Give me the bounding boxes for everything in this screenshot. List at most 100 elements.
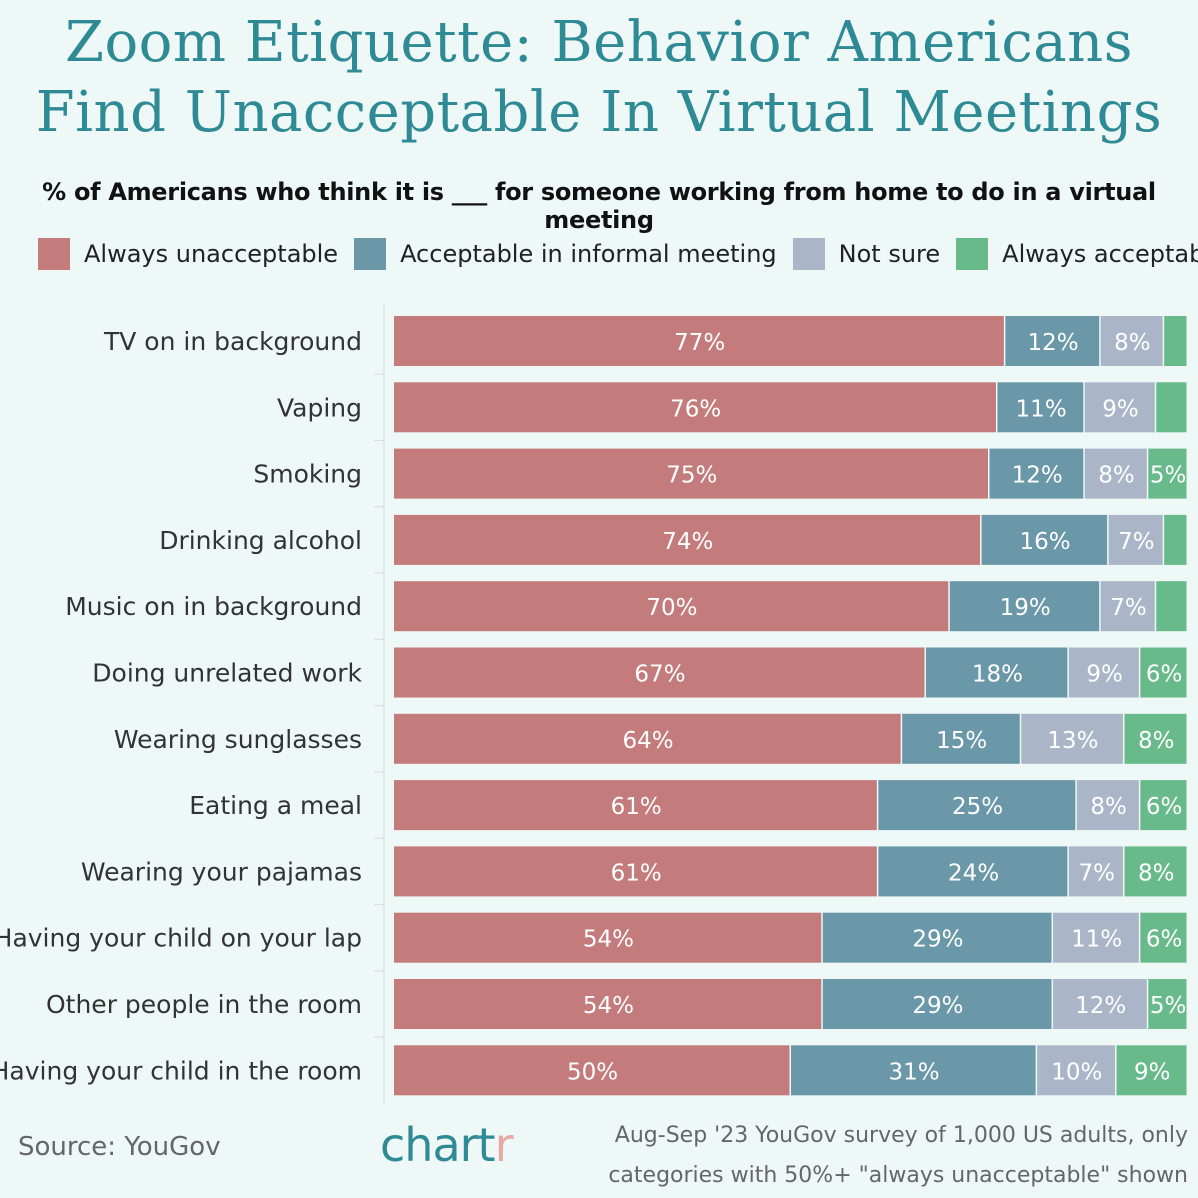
data-label: 12% — [1012, 463, 1063, 489]
bar-row: Drinking alcohol 74% 16% 7% — [159, 514, 1187, 565]
bar-segment — [925, 647, 1068, 698]
data-label: 6% — [1146, 794, 1183, 820]
bar-row: Other people in the room 54% 29% 12% 5% — [46, 979, 1187, 1029]
bar-row: Eating a meal 61% 25% 8% 6% — [189, 780, 1187, 831]
bar-segment — [1108, 514, 1163, 565]
data-label: 11% — [1016, 396, 1067, 422]
data-label: 8% — [1138, 860, 1175, 886]
bar-segment — [394, 581, 949, 632]
bar-segment — [394, 846, 877, 897]
bar-segment — [989, 448, 1084, 499]
data-label: 64% — [623, 728, 674, 754]
bar-row: Having your child in the room 50% 31% 10% 9% — [0, 1045, 1187, 1096]
category-label: Having your child in the room — [0, 1056, 362, 1085]
bar-row: TV on in background 77% 12% 8% — [103, 316, 1187, 366]
data-label: 8% — [1090, 794, 1127, 820]
category-label: Other people in the room — [46, 990, 362, 1019]
bar-segment — [1140, 647, 1187, 698]
bar-row: Music on in background 70% 19% 7% — [65, 581, 1187, 632]
data-label: 8% — [1114, 330, 1151, 356]
bar-segment — [1156, 581, 1187, 632]
data-label: 54% — [583, 993, 634, 1019]
bar-segment — [822, 912, 1052, 963]
category-label: Vaping — [277, 393, 362, 422]
bar-segment — [394, 780, 877, 831]
bar-segment — [394, 448, 988, 499]
bar-segment — [394, 647, 925, 698]
chart-subtitle: % of Americans who think it is ___ for s… — [42, 178, 1156, 234]
bar-segment — [1164, 514, 1187, 565]
logo-accent: r — [494, 1118, 514, 1172]
bar-segment — [878, 780, 1076, 831]
bar-segment — [394, 514, 981, 565]
data-label: 61% — [611, 860, 662, 886]
data-label: 6% — [1146, 927, 1183, 953]
bar-segment — [1037, 1045, 1116, 1096]
bar-segment — [878, 846, 1068, 897]
data-label: 31% — [889, 1059, 940, 1085]
bar-segment — [981, 514, 1108, 565]
bar-row: Wearing your pajamas 61% 24% 7% 8% — [81, 846, 1187, 897]
category-label: Music on in background — [65, 592, 362, 621]
bar-segment — [1053, 912, 1139, 963]
bar-segment — [1100, 581, 1155, 632]
bar-segment — [1053, 979, 1147, 1029]
source-note: Source: YouGov — [18, 1132, 221, 1162]
legend: Always unacceptable Acceptable in inform… — [38, 238, 1198, 270]
legend-swatch — [38, 238, 70, 270]
data-label: 5% — [1150, 993, 1187, 1019]
data-label: 67% — [634, 662, 685, 688]
bar-segment — [1124, 713, 1187, 764]
bar-segment — [1068, 846, 1123, 897]
bar-segment — [394, 979, 822, 1029]
data-label: 5% — [1150, 463, 1187, 489]
category-label: TV on in background — [103, 327, 362, 356]
bar-segment — [394, 713, 901, 764]
bar-segment — [791, 1045, 1036, 1096]
data-label: 9% — [1086, 662, 1123, 688]
bar-segment — [1140, 912, 1187, 963]
legend-label: Always acceptable — [1002, 240, 1198, 268]
legend-label: Always unacceptable — [84, 240, 339, 268]
data-label: 18% — [972, 662, 1023, 688]
bar-row: Doing unrelated work 67% 18% 9% 6% — [92, 647, 1187, 698]
methodology-note: Aug-Sep '23 YouGov survey of 1,000 US ad… — [608, 1116, 1188, 1196]
data-label: 8% — [1098, 463, 1135, 489]
bar-segment — [394, 382, 996, 433]
bar-segment — [1084, 382, 1155, 433]
legend-item-always-unacceptable: Always unacceptable — [38, 238, 338, 270]
bar-segment — [1148, 979, 1187, 1029]
legend-label: Acceptable in informal meeting — [400, 240, 777, 268]
bar-segment — [1140, 780, 1187, 831]
bar-segment — [1156, 382, 1187, 433]
category-label: Doing unrelated work — [92, 659, 362, 688]
category-label: Smoking — [253, 460, 362, 489]
data-label: 10% — [1051, 1059, 1102, 1085]
data-label: 25% — [952, 794, 1003, 820]
data-label: 76% — [670, 396, 721, 422]
data-label: 7% — [1110, 595, 1147, 621]
data-label: 15% — [936, 728, 987, 754]
bar-segment — [394, 912, 822, 963]
data-label: 77% — [674, 330, 725, 356]
note-line-1: Aug-Sep '23 YouGov survey of 1,000 US ad… — [614, 1123, 1188, 1148]
bar-segment — [949, 581, 1100, 632]
legend-item-not-sure: Not sure — [792, 238, 941, 270]
bar-segment — [1005, 316, 1100, 366]
data-label: 7% — [1118, 529, 1155, 555]
category-label: Drinking alcohol — [159, 526, 362, 555]
data-label: 13% — [1047, 728, 1098, 754]
data-label: 16% — [1020, 529, 1071, 555]
bar-segment — [394, 1045, 790, 1096]
bar-segment — [1116, 1045, 1187, 1096]
bar-segment — [1164, 316, 1187, 366]
category-label: Wearing your pajamas — [81, 857, 362, 886]
legend-label: Not sure — [838, 240, 941, 268]
bar-row: Wearing sunglasses 64% 15% 13% 8% — [114, 713, 1187, 764]
bar-segment — [997, 382, 1084, 433]
legend-item-always-acceptable: Always acceptable — [956, 238, 1198, 270]
legend-item-acceptable-informal: Acceptable in informal meeting — [354, 238, 777, 270]
note-line-2: categories with 50%+ "always unacceptabl… — [608, 1163, 1188, 1188]
data-label: 29% — [912, 927, 963, 953]
bar-row: Having your child on your lap 54% 29% 11% 6% — [0, 912, 1187, 963]
